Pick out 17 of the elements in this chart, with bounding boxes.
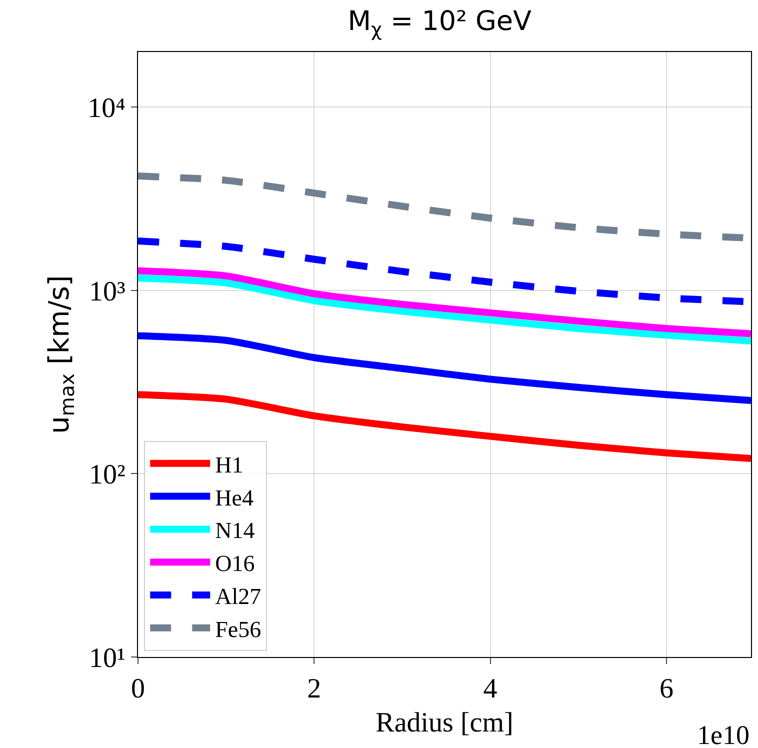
x-tick-label: 2 bbox=[307, 674, 322, 705]
y-tick-label: 10³ bbox=[88, 276, 126, 308]
x-tick-label: 4 bbox=[483, 674, 498, 705]
x-tick-label: 0 bbox=[131, 674, 145, 705]
chart-title: M$_{χ}$ = 10² GeV bbox=[348, 6, 532, 41]
legend-label: N14 bbox=[215, 518, 256, 544]
legend-label: He4 bbox=[215, 485, 254, 510]
y-tick-label: 10² bbox=[88, 460, 126, 491]
y-tick-label: 10¹ bbox=[88, 642, 126, 674]
legend-label: H1 bbox=[215, 452, 244, 478]
y-tick-label: 10⁴ bbox=[88, 92, 126, 124]
legend-label: Fe56 bbox=[215, 616, 262, 642]
text: 1e10 bbox=[697, 720, 750, 748]
legend-label: O16 bbox=[215, 551, 255, 576]
x-tick-label: 6 bbox=[659, 674, 674, 705]
x-axis-title: Radius [cm] bbox=[376, 708, 514, 739]
legend-label: Al27 bbox=[215, 584, 262, 609]
